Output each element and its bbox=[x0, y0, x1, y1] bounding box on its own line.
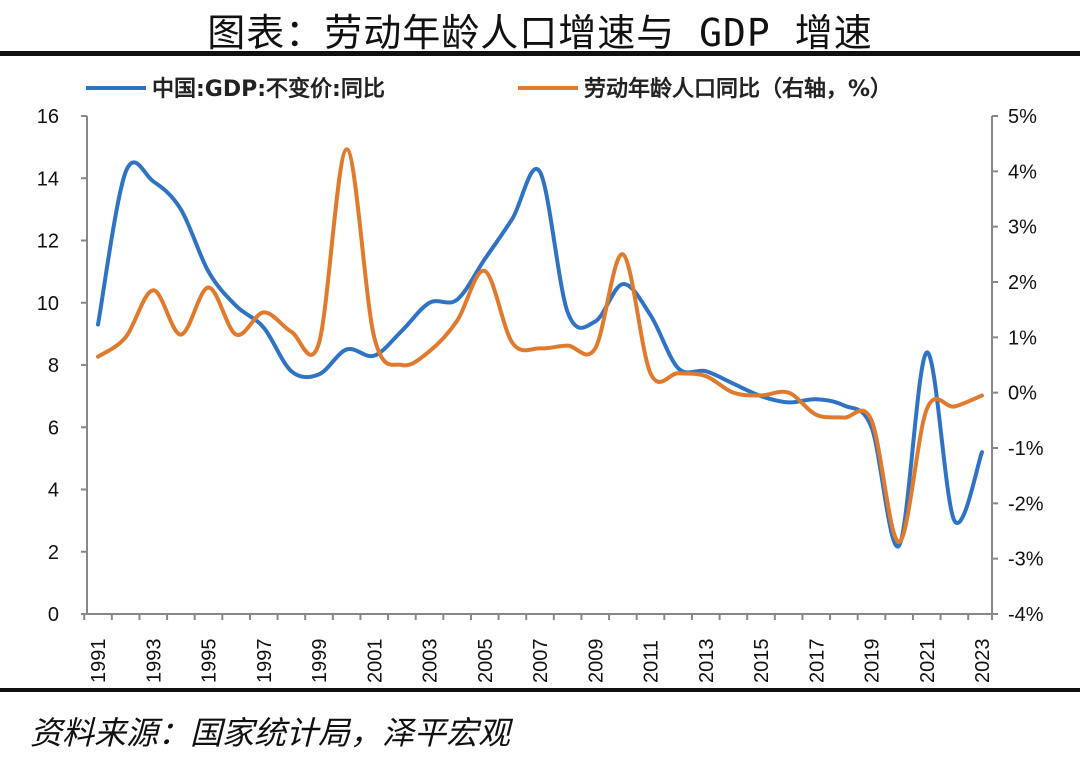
left-tick-label: 6 bbox=[48, 417, 59, 439]
left-tick-label: 4 bbox=[48, 480, 59, 502]
left-tick-label: 10 bbox=[37, 293, 59, 315]
legend-label-labor: 劳动年龄人口同比（右轴，%） bbox=[584, 76, 892, 102]
right-tick-label: 0% bbox=[1008, 383, 1037, 405]
left-tick-label: 2 bbox=[48, 542, 59, 564]
x-tick-label: 1991 bbox=[88, 639, 110, 684]
x-tick-label: 2015 bbox=[751, 639, 773, 684]
x-tick-label: 2003 bbox=[420, 639, 442, 684]
source-note: 资料来源：国家统计局，泽平宏观 bbox=[30, 714, 511, 752]
right-tick-label: -1% bbox=[1008, 438, 1044, 460]
x-tick-label: 2011 bbox=[641, 640, 663, 683]
x-tick-label: 2023 bbox=[972, 639, 994, 684]
x-tick-label: 2021 bbox=[917, 639, 939, 684]
x-tick-label: 2009 bbox=[585, 639, 607, 684]
x-tick-label: 2001 bbox=[364, 639, 386, 684]
top-rule bbox=[0, 51, 1080, 56]
x-tick-label: 2017 bbox=[806, 639, 828, 684]
right-tick-label: -4% bbox=[1008, 604, 1044, 626]
right-tick-label: 4% bbox=[1008, 161, 1037, 183]
left-tick-label: 14 bbox=[37, 168, 59, 190]
gdp-growth-line bbox=[96, 160, 984, 549]
labor-age-population-growth-line bbox=[96, 147, 984, 545]
right-tick-label: 3% bbox=[1008, 217, 1037, 239]
x-tick-label: 1993 bbox=[143, 639, 165, 684]
right-tick-label: 5% bbox=[1008, 106, 1037, 128]
x-tick-label: 1995 bbox=[199, 639, 221, 684]
x-tick-label: 2005 bbox=[475, 639, 497, 684]
x-tick-label: 1999 bbox=[309, 639, 331, 684]
x-tick-label: 1997 bbox=[254, 639, 276, 684]
left-tick-label: 12 bbox=[37, 231, 59, 253]
bottom-rule bbox=[0, 688, 1080, 692]
x-tick-label: 2013 bbox=[696, 639, 718, 684]
right-tick-label: -2% bbox=[1008, 493, 1044, 515]
x-tick-label: 2007 bbox=[530, 639, 552, 684]
right-tick-label: 1% bbox=[1008, 327, 1037, 349]
right-tick-label: -3% bbox=[1008, 549, 1044, 571]
legend: 中国:GDP:不变价:同比 劳动年龄人口同比（右轴，%） bbox=[86, 76, 892, 102]
left-tick-label: 16 bbox=[37, 106, 59, 128]
left-tick-label: 8 bbox=[48, 355, 59, 377]
x-tick-label: 2019 bbox=[862, 639, 884, 684]
page-title: 图表：劳动年龄人口增速与 GDP 增速 bbox=[207, 11, 873, 55]
left-tick-label: 0 bbox=[48, 604, 59, 626]
legend-label-gdp: 中国:GDP:不变价:同比 bbox=[152, 76, 385, 102]
right-tick-label: 2% bbox=[1008, 272, 1037, 294]
